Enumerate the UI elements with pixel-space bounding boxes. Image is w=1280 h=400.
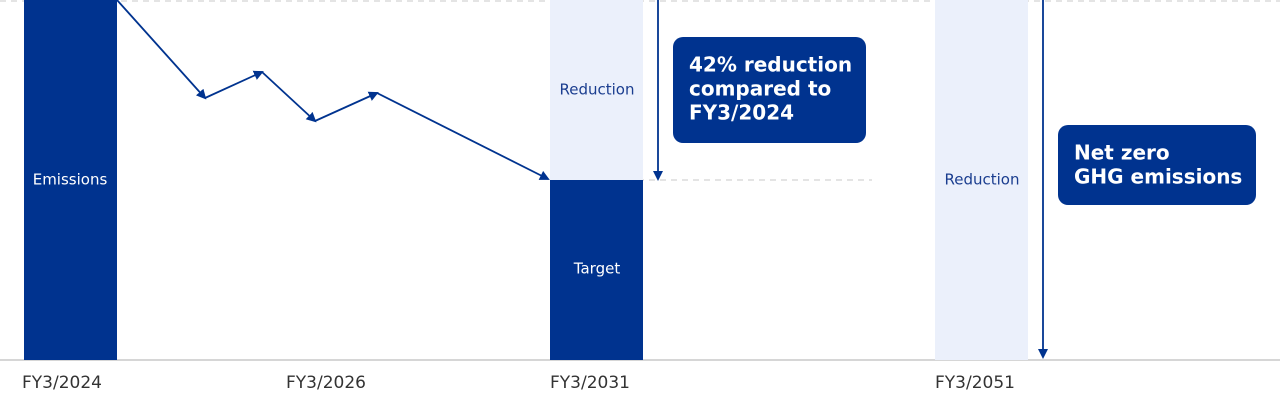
callout-box: [673, 37, 866, 143]
x-label: FY3/2031: [550, 373, 630, 393]
x-label: FY3/2051: [935, 373, 1015, 393]
x-label: FY3/2024: [22, 373, 102, 393]
emissions-bar: [24, 0, 117, 360]
reduction-bar: [935, 0, 1028, 360]
callout-text: 42% reduction: [689, 53, 852, 77]
bar-label: Reduction: [560, 81, 635, 99]
x-label: FY3/2026: [286, 373, 366, 393]
callout-text: GHG emissions: [1074, 165, 1242, 189]
callout-text: compared to: [689, 77, 831, 101]
bar-label: Target: [573, 260, 621, 278]
trend-arrows: [116, 0, 1048, 359]
callout-text: FY3/2024: [689, 101, 794, 125]
callout-box: [1058, 125, 1256, 205]
bar-label: Emissions: [33, 171, 108, 189]
reduction-bar: [550, 0, 643, 180]
target-bar: [550, 180, 643, 360]
callout-text: Net zero: [1074, 141, 1170, 165]
bar-label: Reduction: [945, 171, 1020, 189]
